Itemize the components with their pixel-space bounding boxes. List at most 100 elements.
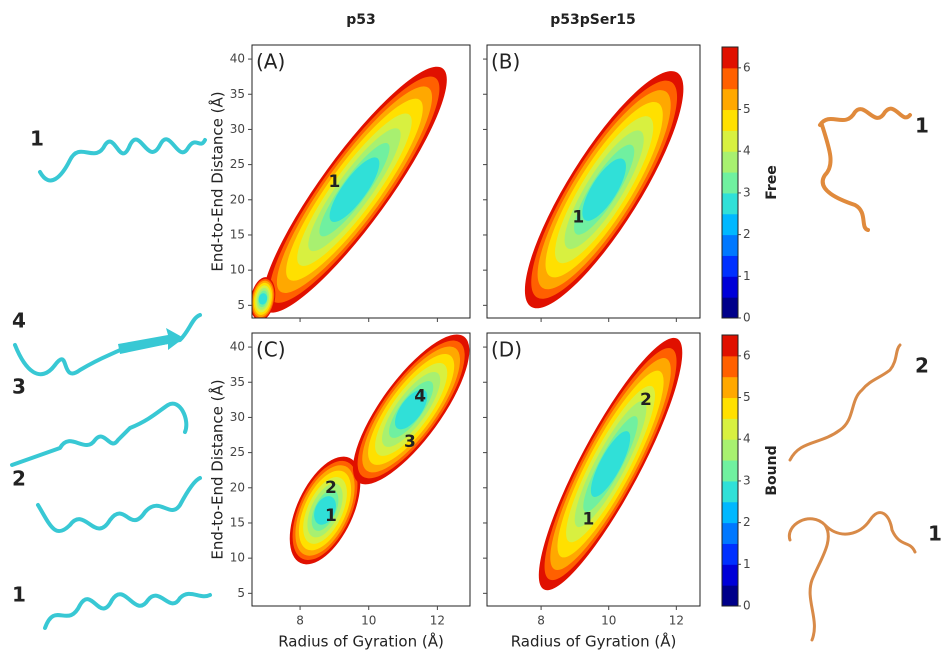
colorbar-band <box>722 130 738 152</box>
panel-label: (D) <box>491 338 522 362</box>
y-tick-label: 25 <box>230 445 245 459</box>
colorbar-tick-label: 0 <box>743 599 751 613</box>
strand-arrow <box>118 328 184 354</box>
landscape <box>538 337 683 591</box>
panel-label: (C) <box>256 338 286 362</box>
colorbar-band <box>722 109 738 131</box>
colorbar-tick-label: 2 <box>743 227 751 241</box>
structure-label: 4 <box>12 309 26 333</box>
colorbar-frame <box>721 334 739 607</box>
colorbar-band <box>722 543 738 565</box>
structure-label: 3 <box>12 375 26 399</box>
x-tick-label: 12 <box>669 614 684 628</box>
plot-frame <box>486 332 701 607</box>
y-tick-label: 5 <box>237 298 245 312</box>
colorbar-band <box>722 355 738 378</box>
colorbar-band <box>722 213 738 236</box>
x-tick-label: 12 <box>430 614 445 628</box>
state-label: 2 <box>640 390 652 410</box>
colorbar-tick-label: 6 <box>743 60 751 74</box>
colorbar-band <box>722 397 738 419</box>
state-label: 1 <box>325 506 337 526</box>
y-tick-label: 35 <box>230 375 245 389</box>
colorbar-band <box>722 67 738 90</box>
energy-contour <box>329 157 380 223</box>
plot-frame <box>251 44 471 319</box>
x-tick-label: 8 <box>296 614 304 628</box>
colorbar-label: Bound <box>764 445 780 495</box>
energy-contour <box>258 293 268 305</box>
colorbar-band <box>722 522 738 544</box>
colorbar-tick-label: 6 <box>743 348 751 362</box>
colorbar-tick-label: 4 <box>743 432 751 446</box>
plot-frame <box>486 44 701 319</box>
structure-label: 2 <box>12 467 26 491</box>
colorbar-band <box>722 439 738 461</box>
structure-right: 1 2 1 <box>787 106 942 642</box>
colorbar-tick-label: 0 <box>743 311 751 325</box>
y-axis-label: End-to-End Distance (Å) <box>208 379 227 559</box>
energy-contour <box>582 158 626 221</box>
structure-label: 1 <box>928 522 942 546</box>
panel-label: (A) <box>256 50 285 74</box>
y-axis-label: End-to-End Distance (Å) <box>208 91 227 271</box>
colorbar-tick-label: 1 <box>743 269 751 283</box>
x-axis-label: Radius of Gyration (Å) <box>511 632 677 650</box>
y-tick-label: 20 <box>230 480 245 494</box>
structure-label: 1 <box>12 583 26 607</box>
colorbar-tick-label: 3 <box>743 473 751 487</box>
colorbar-tick-label: 1 <box>743 557 751 571</box>
colorbar-band <box>722 564 738 586</box>
colorbar-band <box>722 501 738 524</box>
colorbar-tick-label: 3 <box>743 185 751 199</box>
y-tick-label: 25 <box>230 157 245 171</box>
y-tick-label: 20 <box>230 192 245 206</box>
x-tick-label: 10 <box>361 614 376 628</box>
y-tick-label: 15 <box>230 515 245 529</box>
landscape <box>524 71 684 309</box>
state-label: 1 <box>583 509 595 529</box>
colorbar-band <box>722 255 738 277</box>
colorbar-tick-label: 5 <box>743 102 751 116</box>
state-label: 1 <box>328 172 340 192</box>
energy-contour <box>590 431 631 498</box>
colorbar-tick-label: 4 <box>743 144 751 158</box>
colorbar-band <box>722 47 738 69</box>
column-title: p53pSer15 <box>550 12 636 28</box>
y-tick-label: 40 <box>230 52 245 66</box>
x-axis-label: Radius of Gyration (Å) <box>278 632 444 650</box>
colorbar-band <box>722 297 738 319</box>
colorbar-band <box>722 192 738 215</box>
column-title: p53 <box>346 12 376 28</box>
plot-frame <box>251 332 471 607</box>
structure-label: 2 <box>915 354 929 378</box>
y-tick-label: 40 <box>230 340 245 354</box>
colorbar-band <box>722 418 738 440</box>
colorbar-band <box>722 234 738 256</box>
colorbar-tick-label: 5 <box>743 390 751 404</box>
colorbar-band <box>722 460 738 482</box>
colorbar-band <box>722 151 738 173</box>
structure-label: 1 <box>915 114 929 138</box>
colorbar-band <box>722 88 738 111</box>
landscape <box>252 66 447 318</box>
structure-left: 1 4 3 2 1 <box>10 127 212 630</box>
landscape <box>289 334 470 565</box>
colorbar-band <box>722 335 738 357</box>
colorbar-frame <box>721 46 739 319</box>
x-tick-label: 10 <box>601 614 616 628</box>
y-tick-label: 10 <box>230 551 245 565</box>
state-label: 1 <box>572 207 584 227</box>
structure-label: 1 <box>30 127 44 151</box>
panel-label: (B) <box>491 50 520 74</box>
colorbar-band <box>722 480 738 503</box>
colorbar-band <box>722 172 738 194</box>
state-label: 2 <box>325 478 337 498</box>
y-tick-label: 15 <box>230 227 245 241</box>
colorbar-band <box>722 585 738 607</box>
y-tick-label: 10 <box>230 263 245 277</box>
energy-contour <box>394 389 428 430</box>
y-tick-label: 30 <box>230 122 245 136</box>
state-label: 3 <box>404 432 416 452</box>
